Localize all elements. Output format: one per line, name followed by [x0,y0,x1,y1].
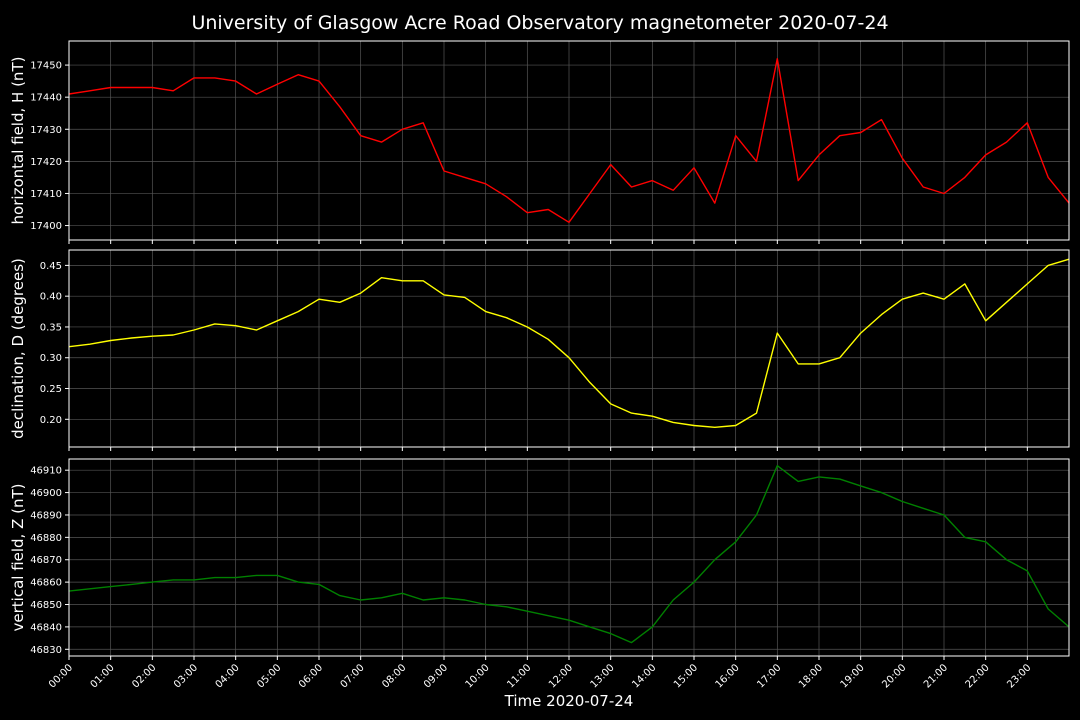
x-tick-label: 14:00 [630,662,658,690]
chart-panels: 17400 17410 17420 17430 17440 17450horizontal… [9,40,1070,660]
y-tick-label: 0.40 [40,292,62,303]
y-axis-label: horizontal field, H (nT) [9,57,27,225]
x-tick-label: 21:00 [922,662,950,690]
y-tick-label: 17400 [30,221,62,232]
series-line-1 [68,58,1070,223]
x-tick-label: 04:00 [214,662,242,690]
y-tick-label: 46830 [30,645,62,656]
x-tick-label: 03:00 [172,662,200,690]
y-tick-label: 0.20 [40,415,62,426]
x-tick-label: 16:00 [714,662,742,690]
y-tick-label: 17420 [30,157,62,168]
panel-3: 46830 46840 46850 46860 46870 46880 46890 46900… [9,458,1070,660]
series-line-3 [68,465,1070,644]
panel-frame [68,458,1070,657]
x-tick-label: 08:00 [380,662,408,690]
x-tick-label: 09:00 [422,662,450,690]
x-tick-label: 12:00 [547,662,575,690]
y-tick-label: 46880 [30,533,62,544]
y-tick-label: 0.35 [40,322,62,333]
y-axis-label: vertical field, Z (nT) [9,483,27,631]
y-tick-label: 46910 [30,466,62,477]
x-tick-label: 11:00 [505,662,533,690]
y-tick-label: 0.45 [40,261,62,272]
x-tick-label: 19:00 [839,662,867,690]
x-tick-label: 00:00 [47,662,75,690]
x-tick-label: 01:00 [89,662,117,690]
y-tick-label: 46840 [30,622,62,633]
x-tick-label: 10:00 [464,662,492,690]
panel-1: 17400 17410 17420 17430 17440 17450horizontal… [9,40,1070,244]
panel-2: 0.20 0.25 0.30 0.35 0.40 0.45 declination, D (… [9,249,1070,451]
panel-frame [68,249,1070,448]
y-tick-label: 17430 [30,125,62,136]
y-tick-label: 17450 [30,61,62,72]
y-tick-label: 46900 [30,488,62,499]
x-tick-label: 13:00 [589,662,617,690]
x-axis-label: Time 2020-07-24 [504,692,634,710]
y-tick-label: 17440 [30,93,62,104]
y-tick-label: 0.25 [40,384,62,395]
y-tick-label: 46850 [30,600,62,611]
y-tick-label: 17410 [30,189,62,200]
y-tick-label: 0.30 [40,353,62,364]
x-tick-label: 07:00 [339,662,367,690]
x-tick-label: 06:00 [297,662,325,690]
x-axis-ticks: 00:00 01:00 02:00 03:00 04:00 05:00 06:00 07:00… [47,662,1033,690]
x-tick-label: 15:00 [672,662,700,690]
panel-frame [68,40,1070,241]
x-tick-label: 17:00 [755,662,783,690]
x-tick-label: 22:00 [964,662,992,690]
y-tick-label: 46870 [30,555,62,566]
x-tick-label: 18:00 [797,662,825,690]
x-tick-label: 05:00 [255,662,283,690]
chart-title: University of Glasgow Acre Road Observat… [191,12,888,34]
x-tick-label: 23:00 [1005,662,1033,690]
x-tick-label: 20:00 [880,662,908,690]
y-tick-label: 46860 [30,578,62,589]
y-axis-label: declination, D (degrees) [9,258,27,439]
series-line-2 [68,258,1070,428]
x-tick-label: 02:00 [130,662,158,690]
y-tick-label: 46890 [30,510,62,521]
